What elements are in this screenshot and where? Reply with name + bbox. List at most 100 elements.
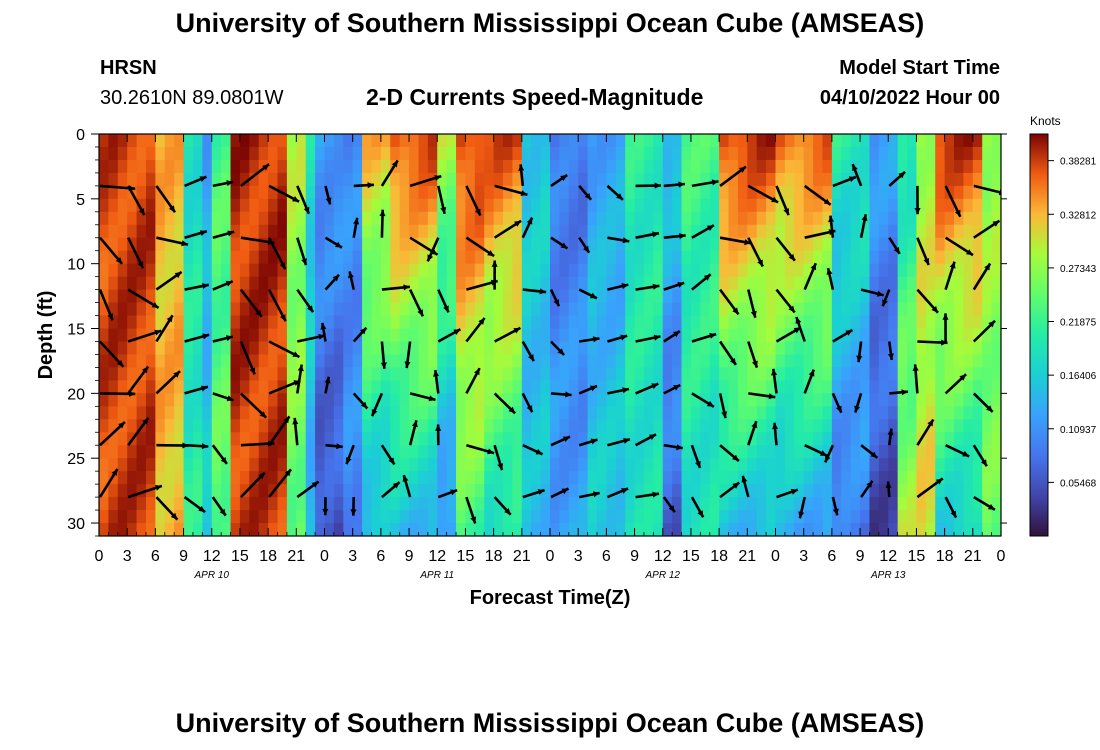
heatmap-cell (634, 146, 645, 161)
heatmap-cell (775, 250, 786, 265)
heatmap-cell (982, 419, 993, 433)
heatmap-cell (897, 354, 908, 369)
heatmap-cell (277, 263, 288, 278)
heatmap-cell (963, 315, 974, 330)
current-vector (211, 496, 227, 517)
heatmap-cell (409, 185, 420, 200)
heatmap-cell (897, 367, 908, 381)
heatmap-cell (860, 146, 871, 161)
heatmap-cell (925, 276, 936, 291)
vector-head (954, 209, 961, 217)
heatmap-cell (568, 237, 579, 252)
heatmap-cell (813, 367, 824, 381)
heatmap-cell (117, 445, 128, 459)
heatmap-cell (935, 146, 946, 161)
heatmap-cell (286, 458, 297, 472)
heatmap-cell (972, 432, 983, 446)
heatmap-cell (305, 497, 316, 511)
heatmap-cell (869, 146, 880, 161)
heatmap-cell (606, 263, 617, 278)
heatmap-cell (352, 380, 363, 394)
vector-head (826, 268, 833, 275)
vector-head (711, 179, 719, 186)
heatmap-cell (907, 380, 918, 394)
heatmap-cell (315, 367, 326, 381)
heatmap-cell (437, 484, 448, 498)
heatmap-cell (315, 523, 326, 536)
heatmap-cell (662, 445, 673, 459)
heatmap-cell (286, 263, 297, 278)
heatmap-cell (286, 315, 297, 330)
heatmap-cell (427, 523, 438, 536)
vector-head (262, 164, 269, 171)
heatmap-cell (305, 134, 316, 148)
heatmap-cell (766, 146, 777, 161)
heatmap-cell (503, 380, 514, 394)
heatmap-cell (418, 393, 429, 407)
heatmap-cell (737, 367, 748, 381)
vector-head (988, 320, 995, 328)
heatmap-cell (690, 341, 701, 356)
heatmap-cell (540, 354, 551, 369)
heatmap-cell (794, 134, 805, 148)
vector-head (959, 374, 967, 381)
heatmap-cell (286, 146, 297, 161)
current-vector (663, 330, 681, 343)
vector-head (537, 489, 545, 495)
heatmap-cell (860, 263, 871, 278)
heatmap-cell (756, 406, 767, 420)
heatmap-cell (474, 341, 485, 356)
heatmap-cell (681, 393, 692, 407)
heatmap-cell (719, 419, 730, 433)
heatmap-cell (493, 380, 504, 394)
current-vector (885, 481, 892, 498)
heatmap-cell (822, 315, 833, 330)
vector-head (751, 421, 758, 429)
heatmap-cell (531, 224, 542, 239)
heatmap-cell (578, 172, 589, 187)
heatmap-cell (954, 497, 965, 511)
heatmap-cell (117, 406, 128, 420)
heatmap-cell (352, 146, 363, 161)
heatmap-cell (907, 341, 918, 356)
heatmap-cell (944, 198, 955, 213)
heatmap-cell (596, 458, 607, 472)
heatmap-cell (728, 380, 739, 394)
heatmap-cell (550, 237, 560, 252)
current-vector (798, 496, 806, 519)
heatmap-cell (324, 134, 335, 148)
heatmap-cell (371, 302, 382, 317)
heatmap-cell (286, 211, 297, 226)
heatmap-cell (907, 263, 918, 278)
heatmap-cell (766, 172, 777, 187)
heatmap-cell (709, 367, 720, 381)
heatmap-cell (954, 185, 965, 200)
heatmap-cell (324, 302, 335, 317)
current-vector (607, 438, 631, 447)
current-vector (380, 159, 399, 187)
heatmap-cell (766, 250, 777, 265)
heatmap-cell (183, 276, 194, 291)
heatmap-cell (878, 523, 889, 536)
current-vector (549, 289, 561, 307)
heatmap-cell (690, 289, 701, 304)
heatmap-cell (935, 432, 946, 446)
heatmap-cell (728, 328, 739, 343)
vector-head (453, 329, 461, 335)
heatmap-cell (108, 302, 119, 317)
heatmap-cell (540, 172, 551, 187)
current-vector (522, 488, 545, 499)
heatmap-cell (766, 224, 777, 239)
heatmap-cell (653, 328, 664, 343)
heatmap-cell (728, 276, 739, 291)
heatmap-cell (239, 497, 250, 511)
heatmap-cell (700, 263, 711, 278)
heatmap-cell (700, 354, 711, 369)
heatmap-cell (550, 224, 560, 239)
heatmap-cell (634, 510, 645, 524)
heatmap-cell (747, 159, 758, 174)
heatmap-cell (258, 393, 269, 407)
heatmap-cell (324, 146, 335, 161)
heatmap-cell (437, 328, 448, 343)
heatmap-cell (164, 471, 175, 485)
